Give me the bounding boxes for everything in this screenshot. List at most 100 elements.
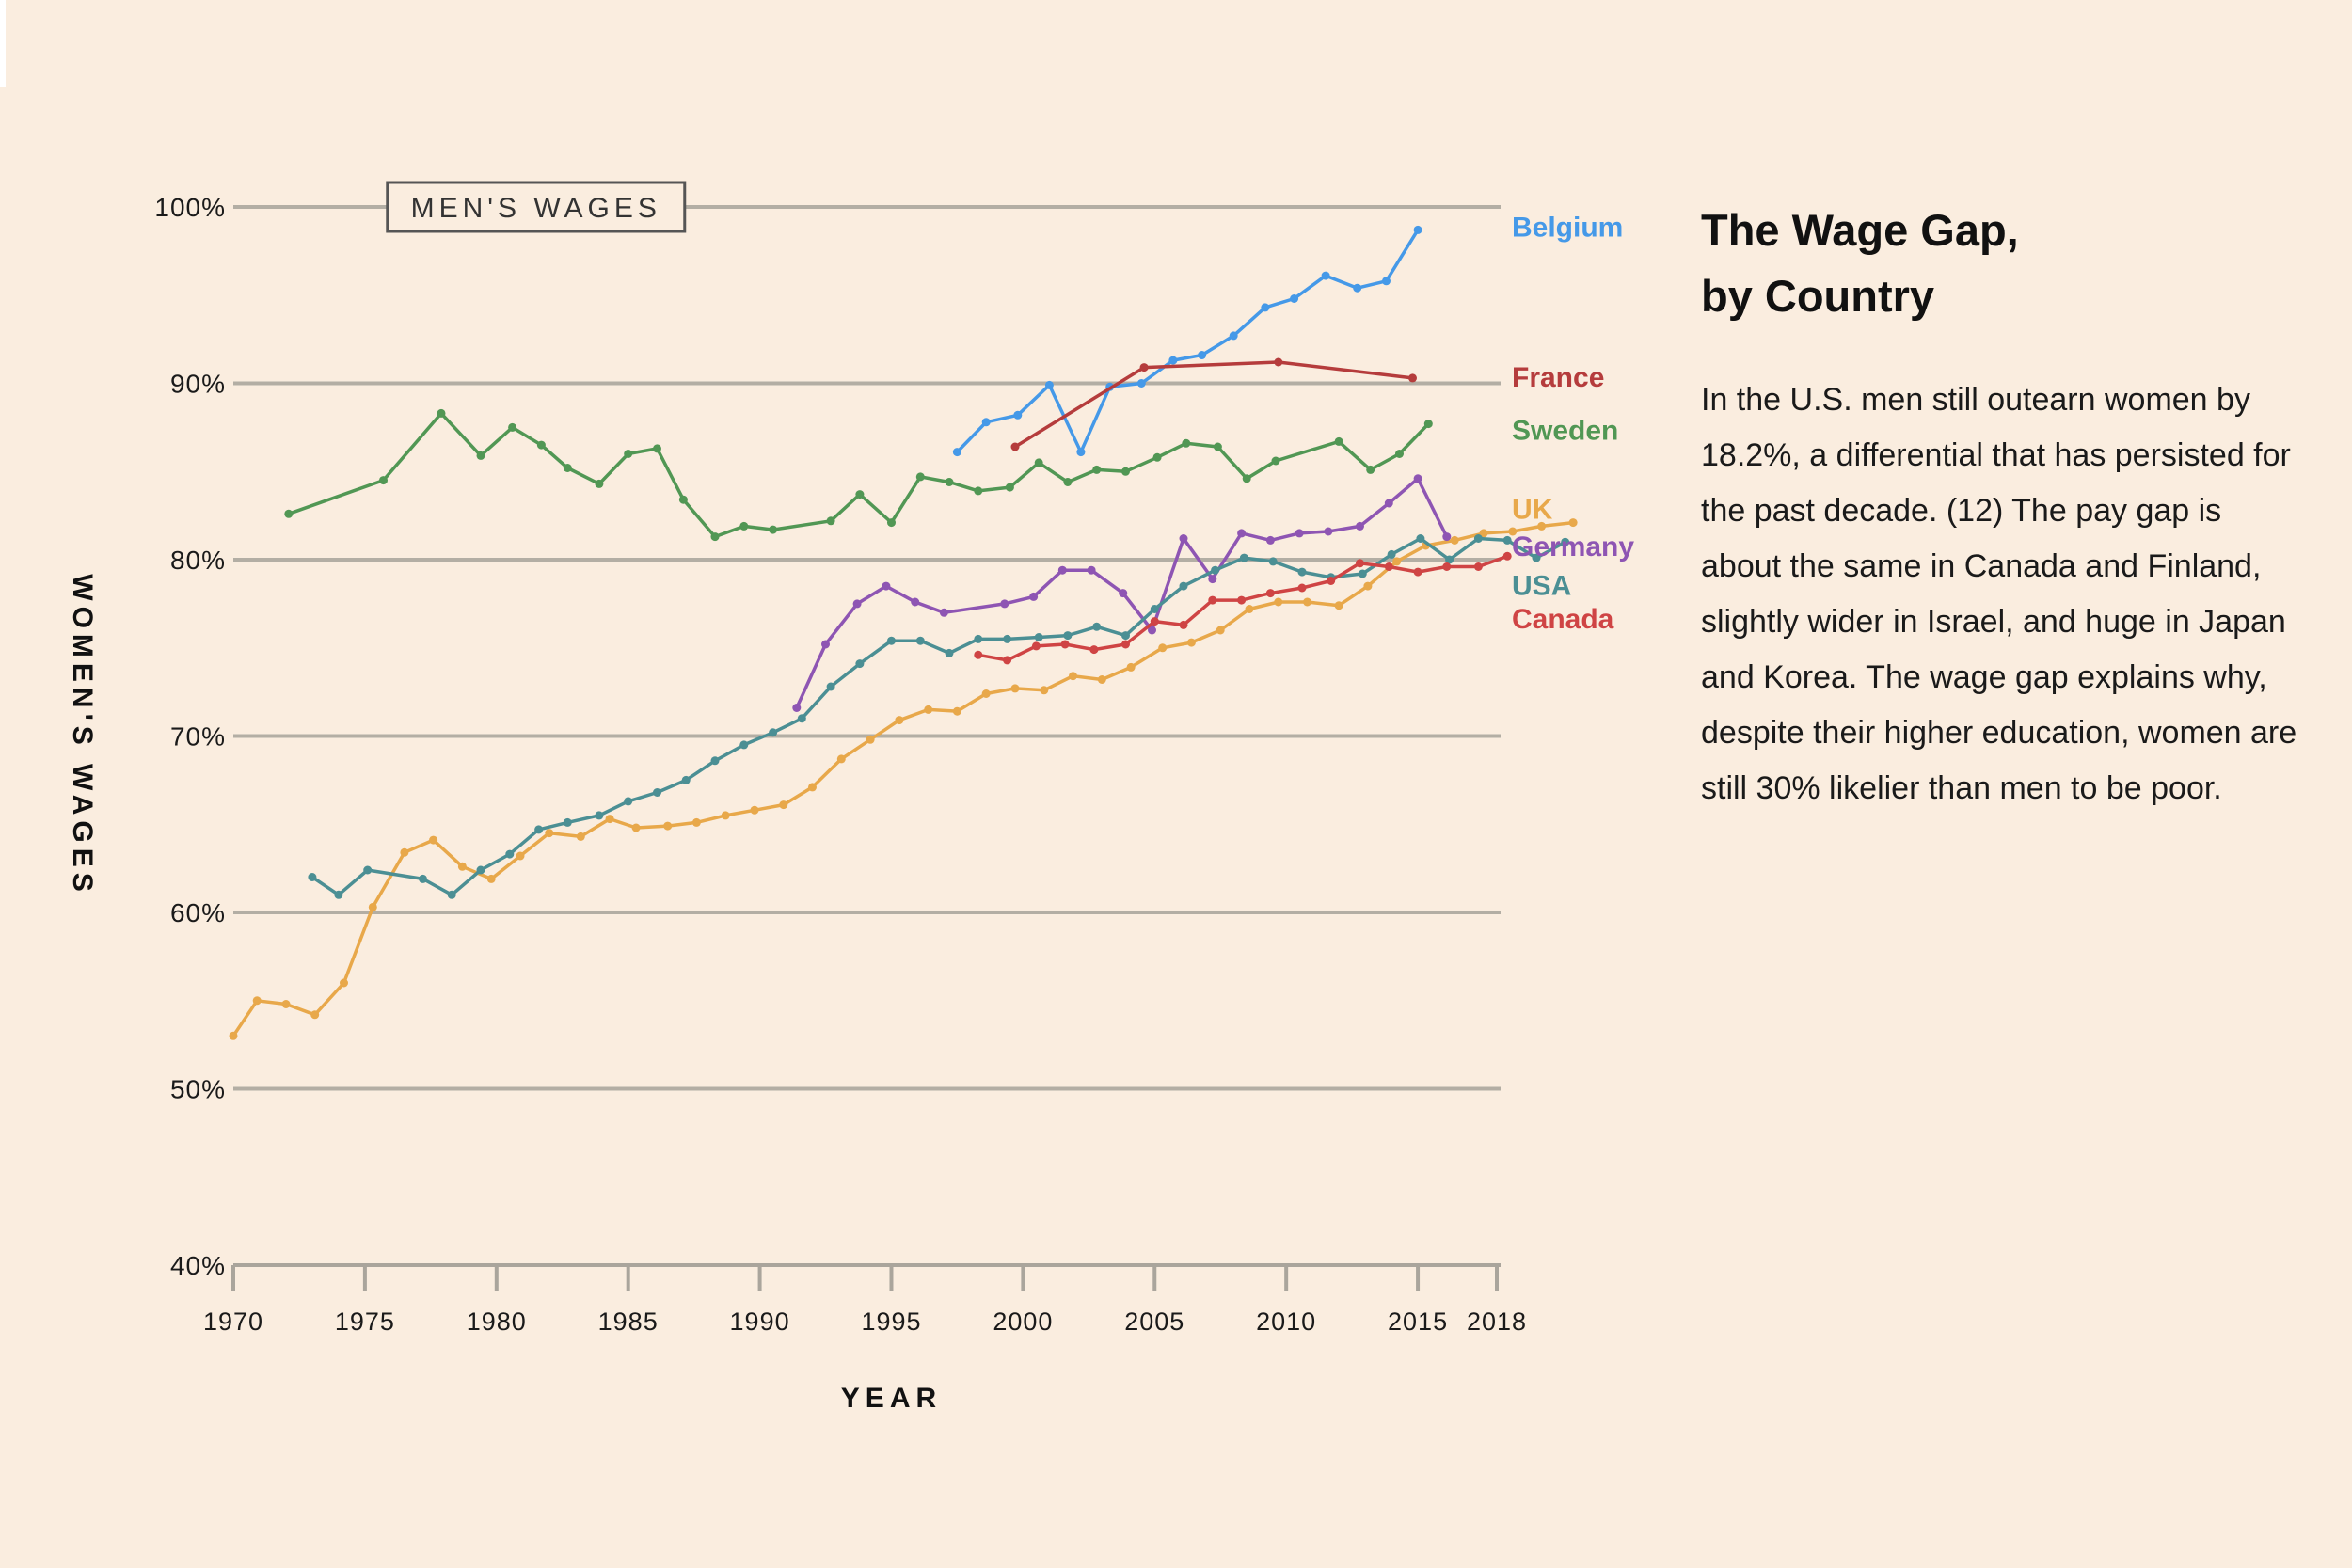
mens-wages-label: MEN'S WAGES: [411, 193, 661, 224]
data-point-germany: [1413, 474, 1422, 483]
data-point-uk: [631, 823, 641, 832]
data-point-uk: [516, 851, 525, 861]
data-point-usa: [419, 874, 427, 883]
data-point-usa: [563, 817, 572, 827]
x-tick-label: 1970: [203, 1307, 263, 1336]
data-point-usa: [1239, 553, 1248, 562]
data-point-canada: [1502, 551, 1512, 561]
data-point-uk: [486, 874, 496, 883]
data-point-canada: [1031, 641, 1041, 651]
data-point-canada: [1089, 645, 1099, 655]
series-line-uk: [231, 520, 1574, 1037]
data-point-sweden: [826, 516, 835, 526]
x-tick-label: 1995: [861, 1307, 921, 1336]
data-point-belgium: [1076, 448, 1086, 457]
series-label-belgium: Belgium: [1512, 213, 1623, 244]
data-point-germany: [792, 704, 802, 712]
data-point-uk: [457, 862, 467, 871]
x-tick-label: 2010: [1256, 1307, 1316, 1336]
data-point-usa: [739, 740, 749, 750]
data-point-sweden: [624, 450, 633, 458]
data-point-sweden: [1395, 450, 1404, 458]
data-point-usa: [505, 849, 515, 859]
data-point-uk: [429, 835, 438, 845]
data-point-usa: [1445, 555, 1454, 564]
series-usa: [308, 534, 1570, 899]
data-point-uk: [1069, 672, 1077, 681]
series-label-uk: UK: [1512, 495, 1553, 526]
data-point-sweden: [437, 408, 446, 418]
data-point-sweden: [1423, 420, 1433, 429]
y-tick-label: 80%: [170, 546, 226, 575]
data-point-canada: [974, 650, 983, 659]
mens-wages-reference: MEN'S WAGES: [386, 181, 687, 233]
data-point-usa: [1502, 535, 1512, 545]
series-line-france: [1014, 360, 1413, 449]
data-point-uk: [1040, 686, 1049, 695]
data-point-sweden: [653, 444, 661, 453]
y-tick-label: 70%: [170, 722, 226, 752]
data-point-usa: [826, 682, 835, 691]
data-point-belgium: [1353, 283, 1362, 293]
data-point-usa: [974, 634, 983, 643]
data-point-germany: [1442, 532, 1452, 542]
data-point-sweden: [508, 422, 517, 432]
data-point-germany: [852, 599, 862, 609]
series-france: [1010, 357, 1417, 451]
data-point-uk: [1479, 529, 1488, 538]
data-point-canada: [1297, 583, 1307, 593]
x-tick-label: 1975: [335, 1307, 395, 1336]
data-point-sweden: [1213, 442, 1222, 451]
data-point-germany: [1179, 534, 1188, 543]
data-point-sweden: [739, 521, 749, 531]
series-germany: [792, 474, 1452, 712]
x-axis: 1970 1975 1980 1985 1990 1995 2000 2005 2010 2015…: [203, 1263, 1526, 1336]
data-point-canada: [1003, 656, 1012, 665]
data-point-uk: [1010, 684, 1020, 693]
data-point-uk: [836, 754, 846, 764]
data-point-canada: [1442, 562, 1452, 571]
data-point-uk: [340, 978, 348, 988]
y-tick-label: 40%: [170, 1251, 226, 1280]
data-point-canada: [1265, 589, 1275, 598]
data-point-sweden: [379, 476, 388, 485]
data-point-uk: [1450, 535, 1459, 545]
x-tick-label: 1990: [730, 1307, 790, 1336]
data-point-uk: [1097, 675, 1106, 684]
data-point-uk: [1568, 518, 1578, 528]
data-point-uk: [1216, 626, 1225, 635]
data-point-usa: [1179, 581, 1188, 591]
series-line-sweden: [288, 411, 1430, 539]
data-point-belgium: [952, 448, 961, 457]
series-line-belgium: [956, 229, 1420, 454]
data-point-belgium: [1413, 225, 1422, 234]
data-point-germany: [1356, 521, 1364, 531]
data-point-sweden: [974, 486, 983, 496]
data-point-usa: [1532, 553, 1541, 562]
data-point-germany: [939, 608, 948, 617]
data-point-belgium: [1229, 331, 1238, 341]
data-point-uk: [400, 847, 409, 857]
data-point-uk: [1186, 638, 1196, 647]
data-point-canada: [1384, 562, 1393, 571]
data-point-uk: [981, 689, 991, 698]
data-point-uk: [1245, 605, 1254, 613]
data-point-germany: [1237, 529, 1247, 538]
data-point-germany: [821, 640, 830, 649]
data-point-sweden: [1034, 458, 1043, 467]
data-point-uk: [576, 832, 585, 841]
data-point-germany: [1295, 529, 1304, 538]
data-point-belgium: [1261, 303, 1270, 312]
data-point-sweden: [536, 440, 546, 450]
data-point-uk: [895, 716, 904, 725]
x-tick-label: 2015: [1388, 1307, 1448, 1336]
data-point-usa: [1387, 549, 1396, 559]
data-point-usa: [1063, 631, 1073, 641]
data-point-usa: [1561, 537, 1570, 546]
series-sweden: [284, 408, 1433, 542]
data-point-sweden: [1092, 465, 1102, 474]
data-point-usa: [681, 775, 691, 784]
x-tick-label: 2000: [993, 1307, 1053, 1336]
data-point-sweden: [1182, 438, 1191, 448]
